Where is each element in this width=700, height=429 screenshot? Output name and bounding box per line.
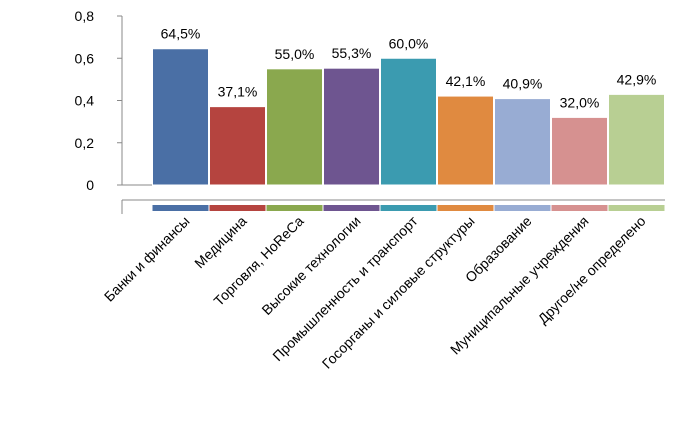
strip-segment [209,205,266,211]
data-label: 55,0% [275,46,315,62]
data-labels: 64,5% 37,1% 55,0% 55,3% 60,0% 42,1% 40,9% 32,0%… [161,26,657,111]
bar [380,57,437,186]
strip-segment [323,205,380,211]
strip-segment [551,205,608,211]
strip-segment [380,205,437,211]
strip-segment [437,205,494,211]
strip-segment [494,205,551,211]
data-label: 42,9% [617,71,657,87]
category-label: Медицина [191,213,250,272]
bar [494,98,551,186]
bar [437,95,494,186]
bar [323,67,380,186]
category-color-strip [152,205,665,211]
data-label: 32,0% [560,94,600,110]
y-axis-ticks: 0 0,2 0,4 0,6 0,8 [75,8,122,193]
y-tick-label: 0,8 [75,8,95,24]
strip-segment [152,205,209,211]
bars [152,48,665,186]
y-tick-label: 0 [86,177,94,193]
category-label: Другое/не определено [535,213,649,327]
bar [551,116,608,186]
category-label: Банки и финансы [101,213,193,305]
data-label: 60,0% [389,35,429,51]
bar [152,48,209,186]
y-tick-label: 0,2 [75,135,95,151]
category-label: Высокие технологии [258,213,363,318]
data-label: 64,5% [161,26,201,42]
data-label: 37,1% [218,84,258,100]
y-tick-label: 0,6 [75,50,95,66]
strip-segment [266,205,323,211]
bar [266,68,323,186]
data-label: 40,9% [503,76,543,92]
bar [209,106,266,186]
y-tick-label: 0,4 [75,93,95,109]
data-label: 42,1% [446,73,486,89]
bar [608,93,665,186]
data-label: 55,3% [332,45,372,61]
strip-segment [608,205,665,211]
